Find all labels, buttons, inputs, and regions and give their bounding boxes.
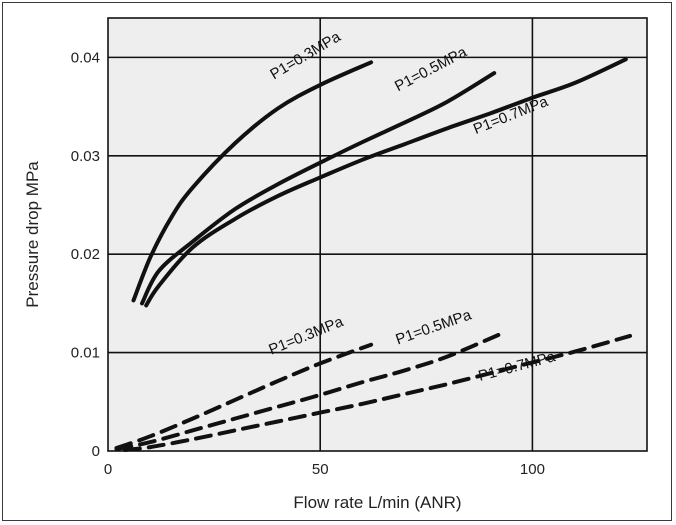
y-tick-label: 0 xyxy=(92,443,100,460)
y-tick-label: 0.02 xyxy=(71,246,100,263)
plot-area xyxy=(108,18,647,451)
dashed-series-line-3 xyxy=(114,342,374,450)
tick-labels: 0 50 100 0 0.01 0.02 0.03 0.04 xyxy=(71,49,545,478)
dashed-series-line-4 xyxy=(114,332,501,451)
solid-series-line-0 xyxy=(131,60,374,303)
x-tick-label: 0 xyxy=(104,461,112,478)
y-tick-label: 0.01 xyxy=(71,345,100,362)
dashed-series-line-5 xyxy=(123,333,632,452)
x-axis-label: Flow rate L/min (ANR) xyxy=(293,493,461,512)
y-tick-label: 0.03 xyxy=(71,148,100,165)
solid-series-line-1 xyxy=(140,71,497,306)
y-tick-label: 0.04 xyxy=(71,49,100,66)
y-axis-label: Pressure drop MPa xyxy=(23,161,42,308)
x-tick-label: 100 xyxy=(520,461,545,478)
x-tick-label: 50 xyxy=(312,461,329,478)
solid-series-line-2 xyxy=(144,57,628,308)
plot-border xyxy=(107,17,648,452)
series-lines xyxy=(114,57,632,452)
